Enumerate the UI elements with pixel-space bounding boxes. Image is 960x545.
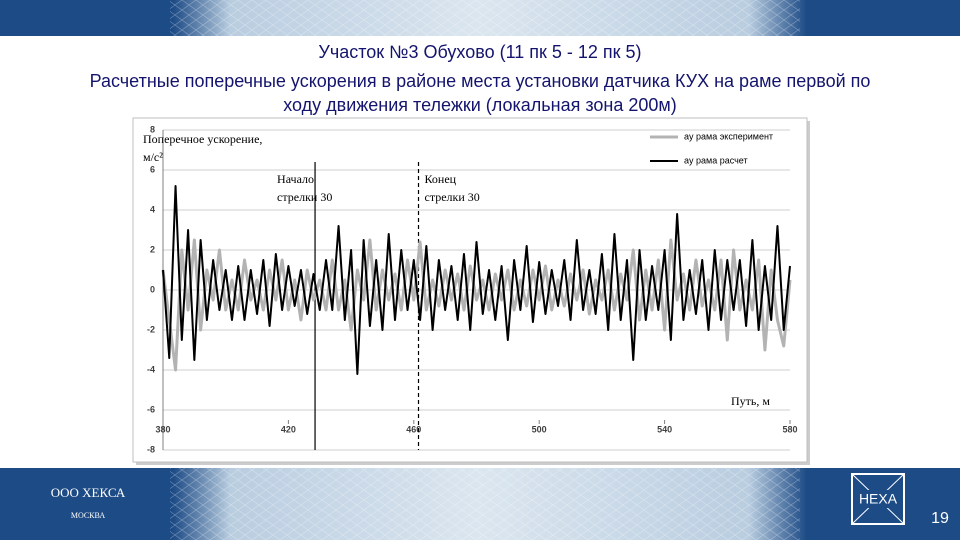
logo-text: HEXA [859, 491, 898, 507]
logo-text-bg [855, 490, 901, 508]
title-line: ходу движения тележки (локальная зона 20… [283, 95, 677, 115]
footer-mesh [170, 468, 800, 540]
y-tick-label: 4 [150, 204, 155, 214]
company-city: МОСКВА [71, 511, 105, 520]
annotation-text: Начало [277, 172, 314, 186]
company-name: ООО ХЕКСА [51, 485, 126, 500]
series-line [162, 185, 791, 375]
page-number: 19 [931, 510, 949, 527]
title-line: Участок №3 Обухово (11 пк 5 - 12 пк 5) [318, 42, 641, 62]
legend-label: ay рама эксперимент [684, 131, 773, 141]
y-tick-label: -6 [147, 404, 155, 414]
header-mesh [170, 0, 800, 36]
x-tick-label: 380 [155, 424, 170, 434]
y-axis-label: м/с² [143, 150, 163, 164]
annotation-text: стрелки 30 [277, 190, 332, 204]
legend-label: ay рама расчет [684, 155, 748, 165]
y-tick-label: -4 [147, 364, 155, 374]
plot: -8 -6 -4 -2 0 2 4 6 8 380 420 460 500 540 580 Поперечно… [143, 124, 798, 454]
x-tick-label: 420 [281, 424, 296, 434]
x-tick-label: 580 [782, 424, 797, 434]
x-tick-label: 540 [657, 424, 672, 434]
y-tick-label: 2 [150, 244, 155, 254]
y-tick-label: 6 [150, 164, 155, 174]
x-tick-label: 460 [406, 424, 421, 434]
y-axis-label: Поперечное ускорение, [143, 132, 262, 146]
y-tick-label: -2 [147, 324, 155, 334]
y-tick-label: -8 [147, 444, 155, 454]
annotation-text: стрелки 30 [425, 190, 480, 204]
y-tick-label: 0 [150, 284, 155, 294]
x-tick-label: 500 [532, 424, 547, 434]
annotation-text: Конец [425, 172, 457, 186]
series-line [161, 238, 792, 372]
title-line: Расчетные поперечные ускорения в районе … [90, 71, 871, 91]
y-tick-label: 8 [150, 124, 155, 134]
x-axis-label: Путь, м [731, 394, 770, 408]
